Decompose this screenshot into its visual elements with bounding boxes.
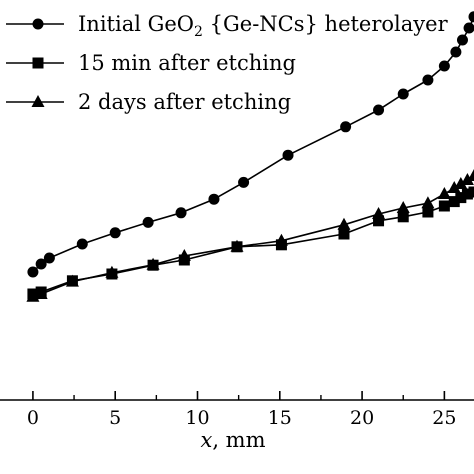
x-tick-label: 10 (185, 407, 209, 429)
data-point (448, 196, 460, 208)
data-point (35, 258, 47, 270)
data-point (437, 187, 451, 199)
x-axis-label-unit: , mm (212, 428, 265, 452)
data-point (175, 207, 187, 219)
x-tick-label: 25 (432, 407, 456, 429)
x-tick-label: 20 (350, 407, 374, 429)
data-point (438, 200, 450, 212)
data-point (397, 88, 409, 100)
data-point (438, 60, 450, 72)
data-point (338, 228, 350, 240)
data-point (76, 238, 88, 250)
legend-marker (32, 18, 44, 30)
data-point (177, 249, 191, 261)
data-point (43, 252, 55, 264)
data-point (282, 149, 294, 161)
data-point (463, 22, 474, 34)
x-tick-label: 15 (268, 407, 292, 429)
data-point (456, 34, 468, 46)
data-point (34, 287, 48, 299)
data-point (461, 188, 473, 200)
data-point (454, 177, 468, 189)
series-line (32, 175, 474, 298)
legend-label: 2 days after etching (78, 90, 291, 114)
plot-area (26, 11, 474, 302)
x-axis: 0 5 10 15 20 25 (0, 391, 474, 429)
x-tick-label: 5 (109, 407, 121, 429)
data-point (396, 201, 410, 213)
data-point (142, 216, 154, 228)
legend-item: 15 min after etching (6, 51, 296, 75)
series-square (27, 186, 474, 300)
data-point (208, 193, 220, 205)
data-point (450, 46, 462, 58)
series-triangle (26, 169, 474, 302)
data-point (447, 181, 461, 193)
data-point (467, 169, 474, 181)
legend-label: 15 min after etching (78, 51, 296, 75)
data-point (421, 196, 435, 209)
data-point (146, 257, 160, 270)
data-point (274, 233, 288, 246)
data-point (373, 215, 385, 227)
data-point (372, 207, 386, 219)
legend-label: Initial GeO2 {Ge-NCs} heterolayer (78, 12, 449, 40)
x-axis-label: x, mm (200, 428, 265, 452)
data-point (340, 121, 352, 133)
legend-marker (31, 95, 45, 107)
data-point (238, 176, 250, 188)
legend-marker (32, 57, 44, 69)
data-point (27, 266, 39, 278)
data-point (422, 74, 434, 86)
data-point (468, 186, 474, 198)
data-point (337, 217, 351, 230)
data-point (468, 11, 474, 23)
data-point (373, 104, 385, 116)
legend-item: 2 days after etching (6, 90, 291, 114)
data-point (109, 227, 121, 239)
data-point (422, 206, 434, 218)
x-tick-label: 0 (27, 407, 39, 429)
data-point (65, 274, 79, 287)
data-point (230, 239, 244, 252)
legend-item: Initial GeO2 {Ge-NCs} heterolayer (6, 12, 449, 40)
legend: Initial GeO2 {Ge-NCs} heterolayer 15 min … (6, 12, 449, 114)
x-axis-label-var: x (200, 428, 212, 452)
data-point (455, 192, 467, 204)
data-point (460, 173, 474, 185)
data-point (105, 265, 119, 278)
data-point (397, 211, 409, 223)
series-circle (27, 11, 474, 278)
